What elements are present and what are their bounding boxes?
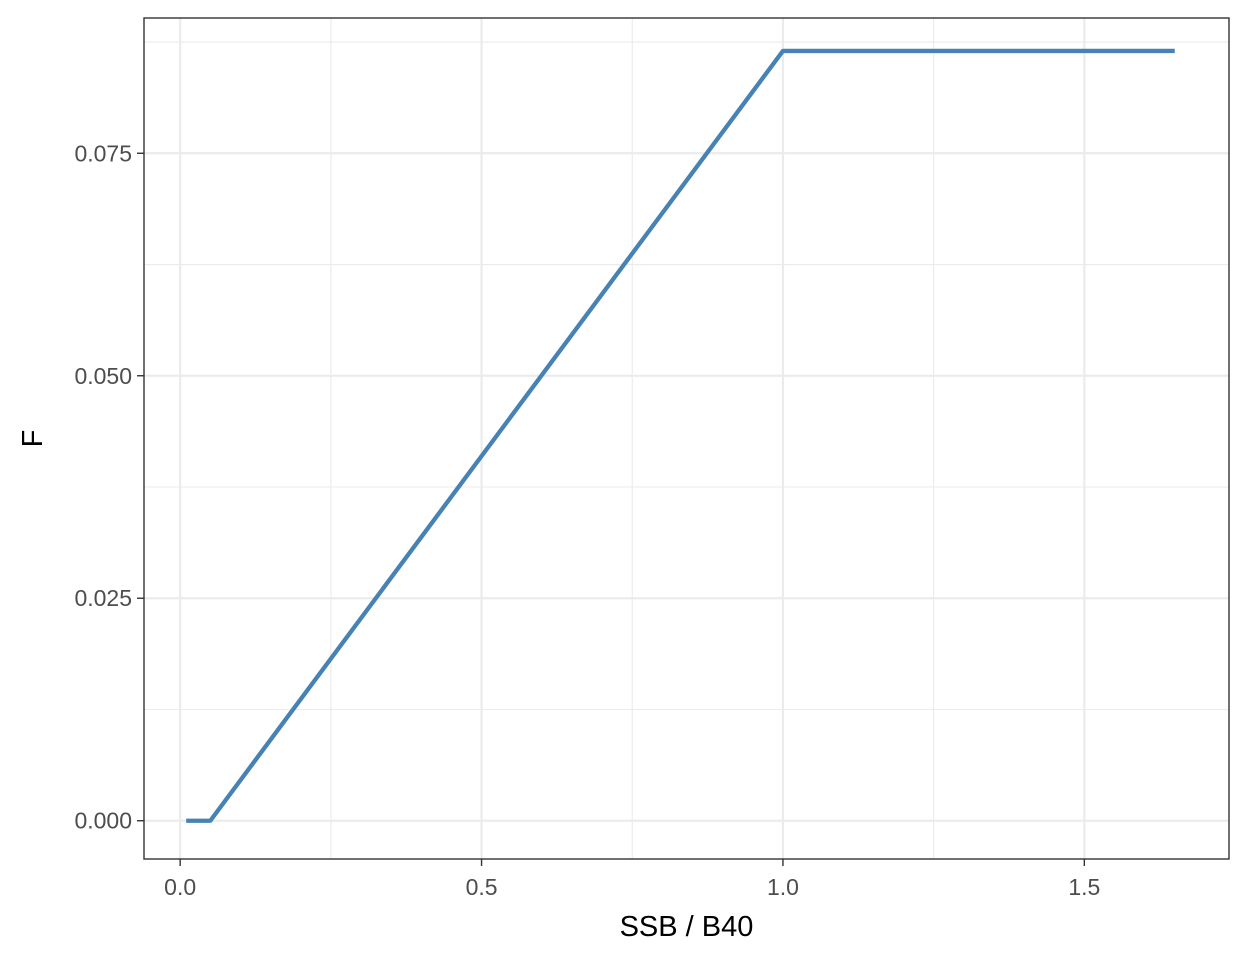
plot-panel xyxy=(144,18,1229,859)
x-tick-label: 0.0 xyxy=(164,874,196,900)
panel-border xyxy=(143,17,1230,860)
series-layer xyxy=(186,48,1175,823)
series-line xyxy=(186,48,1175,823)
grid-minor xyxy=(144,18,1229,859)
y-tick-label: 0.075 xyxy=(74,140,132,166)
y-axis: 0.000 0.025 0.050 0.075 xyxy=(74,140,144,834)
y-tick-label: 0.050 xyxy=(74,363,132,389)
y-tick-label: 0.025 xyxy=(74,585,132,611)
x-axis: 0.0 0.5 1.0 1.5 xyxy=(164,859,1100,900)
x-tick-label: 1.0 xyxy=(767,874,799,900)
x-tick-label: 0.5 xyxy=(466,874,498,900)
y-axis-title: F xyxy=(17,430,49,448)
grid-major xyxy=(144,18,1229,859)
y-tick-label: 0.000 xyxy=(74,808,132,834)
x-tick-label: 1.5 xyxy=(1068,874,1100,900)
x-axis-title: SSB / B40 xyxy=(620,911,754,943)
